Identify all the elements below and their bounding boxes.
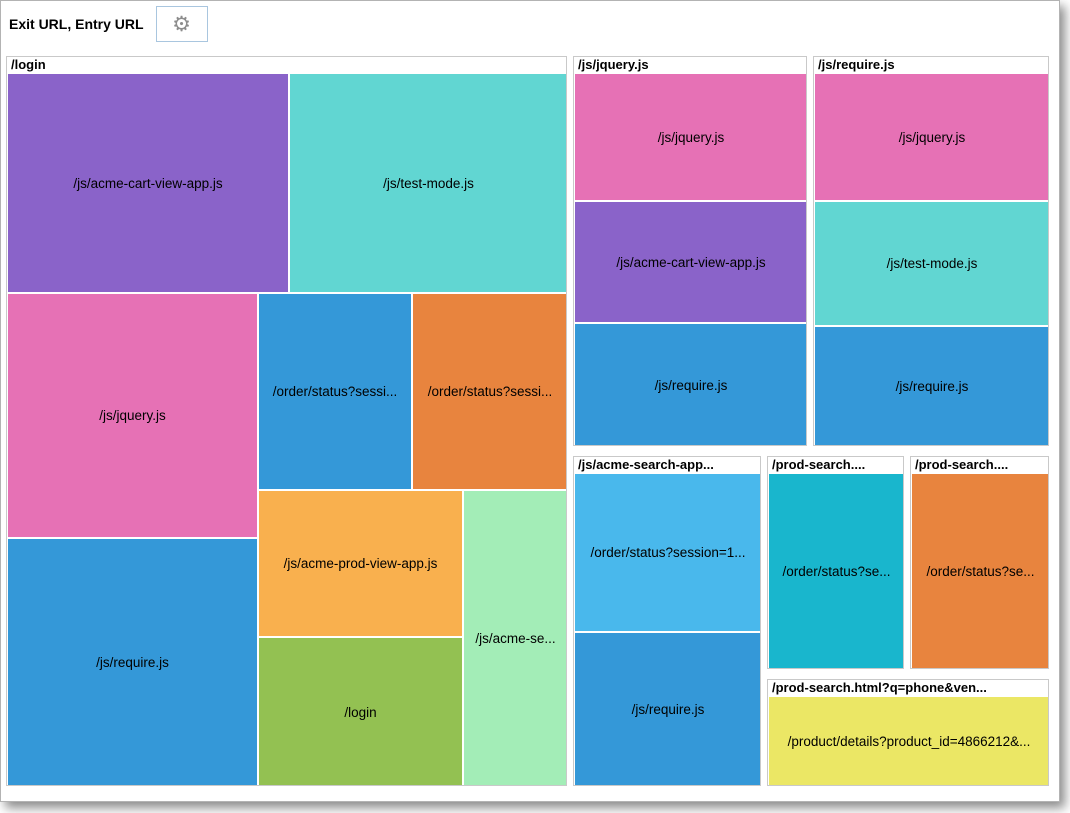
treemap-cell[interactable]: /js/acme-prod-view-app.js [258, 490, 463, 637]
treemap-cell[interactable]: /js/require.js [574, 323, 806, 445]
treemap-cell-label: /order/status?sessi... [272, 384, 398, 399]
treemap-cell[interactable]: /product/details?product_id=4866212&... [768, 696, 1048, 785]
treemap-cell-label: /js/require.js [96, 655, 169, 670]
treemap-cell[interactable]: /js/require.js [814, 326, 1048, 445]
treemap-cell[interactable]: /order/status?se... [768, 473, 903, 668]
treemap-cell-label: /js/jquery.js [99, 408, 166, 423]
group-header-jquery[interactable]: /js/jquery.js [574, 57, 806, 73]
treemap-cell[interactable]: /js/acme-cart-view-app.js [574, 201, 806, 323]
gear-icon: ⚙ [172, 12, 191, 36]
treemap-cell[interactable]: /order/status?sessi... [412, 293, 566, 490]
treemap-panel: Exit URL, Entry URL ⚙ /login /js/acme-ca… [0, 0, 1060, 802]
treemap-cell-label: /order/status?se... [926, 564, 1035, 579]
treemap-cell[interactable]: /js/acme-cart-view-app.js [7, 73, 289, 293]
treemap-group-prod-search-phone: /prod-search.html?q=phone&ven... /produc… [767, 679, 1049, 786]
treemap-cell-label: /order/status?session=1... [590, 545, 746, 560]
treemap-cell-label: /js/acme-se... [475, 631, 556, 646]
group-header-prod-search-1[interactable]: /prod-search.... [768, 457, 903, 473]
treemap-group-acme-search-app: /js/acme-search-app... /order/status?ses… [573, 456, 761, 786]
treemap-cell-label: /js/require.js [631, 702, 705, 717]
treemap-cell[interactable]: /order/status?se... [911, 473, 1048, 668]
treemap-cell[interactable]: /js/require.js [574, 632, 760, 785]
treemap-cell-label: /js/acme-cart-view-app.js [73, 175, 223, 191]
group-header-require[interactable]: /js/require.js [814, 57, 1048, 73]
treemap-cell-label: /js/require.js [654, 377, 728, 393]
group-header-acme-search-app[interactable]: /js/acme-search-app... [574, 457, 760, 473]
treemap-cell[interactable]: /js/test-mode.js [814, 201, 1048, 326]
treemap-cell[interactable]: /order/status?session=1... [574, 473, 760, 632]
treemap-cell-label: /js/test-mode.js [383, 175, 474, 191]
treemap-cell-label: /js/acme-prod-view-app.js [283, 556, 438, 571]
group-header-prod-search-phone[interactable]: /prod-search.html?q=phone&ven... [768, 680, 1048, 696]
group-header-login[interactable]: /login [7, 57, 566, 73]
group-header-prod-search-2[interactable]: /prod-search.... [911, 457, 1048, 473]
treemap-group-require: /js/require.js /js/jquery.js /js/test-mo… [813, 56, 1049, 446]
treemap-group-jquery: /js/jquery.js /js/jquery.js /js/acme-car… [573, 56, 807, 446]
treemap-cell[interactable]: /js/require.js [7, 538, 258, 785]
treemap-cell-label: /login [344, 704, 377, 720]
treemap-cell-label: /product/details?product_id=4866212&... [787, 734, 1031, 749]
treemap-cell[interactable]: /js/acme-se... [463, 490, 566, 785]
treemap-cell-label: /order/status?sessi... [427, 384, 553, 399]
settings-button[interactable]: ⚙ [155, 6, 208, 42]
treemap-cell-label: /js/acme-cart-view-app.js [616, 254, 766, 270]
toolbar: Exit URL, Entry URL ⚙ [9, 5, 208, 43]
treemap: /login /js/acme-cart-view-app.js /js/tes… [1, 1, 1059, 801]
treemap-group-prod-search-1: /prod-search.... /order/status?se... [767, 456, 904, 669]
treemap-cell[interactable]: /js/test-mode.js [289, 73, 566, 293]
treemap-cell-label: /js/test-mode.js [886, 256, 978, 271]
treemap-cell[interactable]: /js/jquery.js [7, 293, 258, 538]
treemap-cell[interactable]: /order/status?sessi... [258, 293, 412, 490]
treemap-cell-label: /order/status?se... [782, 564, 891, 579]
treemap-cell[interactable]: /js/jquery.js [574, 73, 806, 201]
treemap-cell-label: /js/jquery.js [657, 129, 725, 145]
treemap-cell-label: /js/jquery.js [898, 129, 966, 145]
treemap-cell-label: /js/require.js [895, 379, 969, 394]
treemap-group-login: /login /js/acme-cart-view-app.js /js/tes… [6, 56, 567, 786]
treemap-group-prod-search-2: /prod-search.... /order/status?se... [910, 456, 1049, 669]
treemap-cell[interactable]: /login [258, 637, 463, 785]
treemap-cell[interactable]: /js/jquery.js [814, 73, 1048, 201]
panel-title: Exit URL, Entry URL [9, 16, 144, 32]
